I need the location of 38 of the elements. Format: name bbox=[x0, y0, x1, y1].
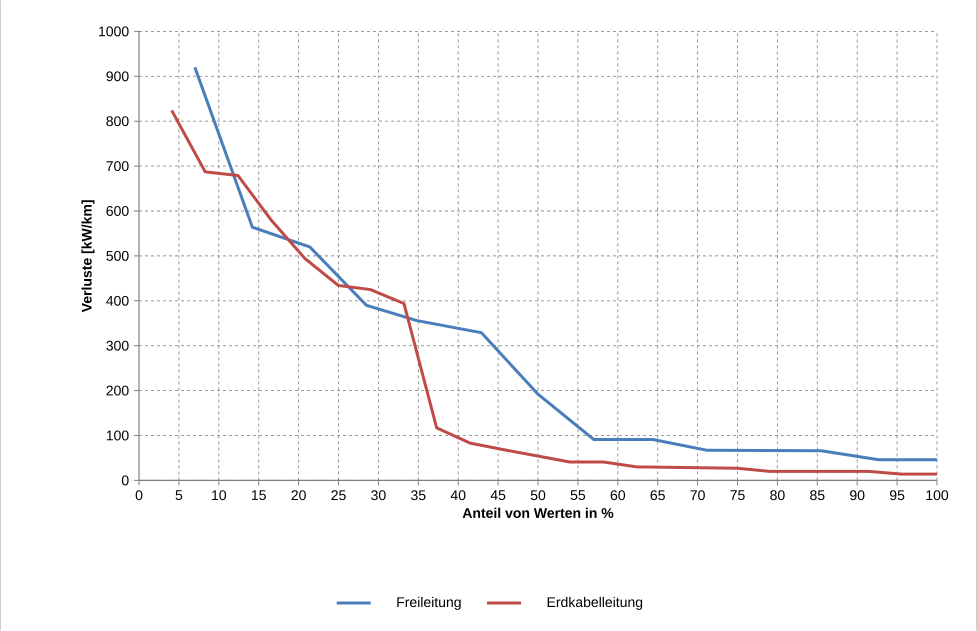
x-tick-label: 70 bbox=[690, 490, 705, 500]
y-tick-label: 100 bbox=[106, 430, 129, 441]
x-tick-label: 30 bbox=[371, 490, 386, 500]
x-tick-label: 60 bbox=[610, 490, 626, 500]
legend-label: Freileitung bbox=[397, 596, 461, 610]
x-tick-label: 95 bbox=[890, 490, 904, 500]
y-tick-label: 800 bbox=[106, 116, 129, 126]
x-tick-label: 85 bbox=[810, 490, 824, 500]
y-tick-label: 200 bbox=[106, 386, 129, 396]
x-tick-label: 75 bbox=[730, 490, 745, 500]
y-tick-label: 500 bbox=[106, 251, 129, 261]
y-axis-title: Verluste [kW/km] bbox=[81, 200, 94, 312]
x-tick-label: 25 bbox=[331, 490, 346, 500]
x-tick-label: 45 bbox=[490, 490, 506, 500]
y-tick-label: 0 bbox=[122, 476, 129, 486]
x-tick-label: 40 bbox=[450, 490, 466, 500]
x-tick-label: 15 bbox=[252, 490, 266, 500]
y-tick-label: 900 bbox=[106, 71, 129, 82]
x-tick-label: 100 bbox=[926, 490, 948, 500]
y-tick-label: 1000 bbox=[99, 26, 129, 36]
x-tick-label: 65 bbox=[650, 490, 665, 500]
line-series bbox=[170, 109, 937, 476]
x-tick-label: 55 bbox=[570, 490, 586, 500]
y-tick-label: 300 bbox=[106, 340, 129, 351]
x-tick-label: 50 bbox=[530, 490, 546, 500]
line-series bbox=[193, 66, 937, 462]
x-tick-label: 20 bbox=[292, 490, 306, 500]
x-tick-label: 35 bbox=[411, 490, 426, 500]
x-tick-label: 0 bbox=[136, 490, 142, 500]
x-tick-label: 90 bbox=[850, 490, 864, 500]
y-tick-label: 400 bbox=[106, 296, 129, 306]
x-axis-title: Anteil von Werten in % bbox=[462, 508, 614, 518]
legend-label: Erdkabelleitung bbox=[548, 596, 642, 610]
x-tick-label: 5 bbox=[176, 490, 182, 500]
y-tick-label: 700 bbox=[106, 161, 129, 172]
y-tick-label: 600 bbox=[106, 206, 129, 216]
x-tick-label: 80 bbox=[770, 490, 785, 500]
x-tick-label: 10 bbox=[212, 490, 226, 500]
